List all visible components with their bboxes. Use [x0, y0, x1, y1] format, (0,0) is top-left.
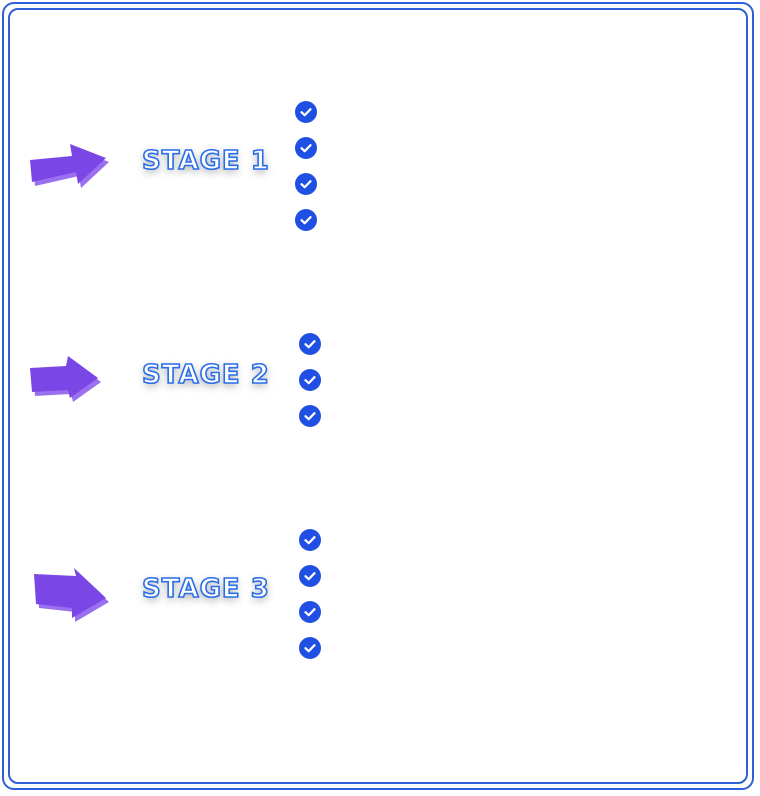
arrow-right-icon	[30, 144, 109, 188]
check-icon	[299, 565, 321, 587]
check-icon	[295, 173, 317, 195]
outer-frame	[2, 2, 754, 790]
stage-title: STAGE 3	[141, 573, 270, 605]
check-icon	[299, 637, 321, 659]
check-icon	[299, 333, 321, 355]
check-icon	[299, 405, 321, 427]
arrow-right-icon	[34, 568, 109, 622]
check-icon	[295, 137, 317, 159]
stage-title: STAGE 2	[141, 359, 270, 391]
check-icon	[299, 369, 321, 391]
check-icon	[295, 101, 317, 123]
inner-frame	[8, 8, 748, 784]
check-icon	[299, 601, 321, 623]
stage-title: STAGE 1	[141, 145, 270, 177]
check-icon	[299, 529, 321, 551]
arrow-right-icon	[30, 356, 101, 402]
check-icon	[295, 209, 317, 231]
